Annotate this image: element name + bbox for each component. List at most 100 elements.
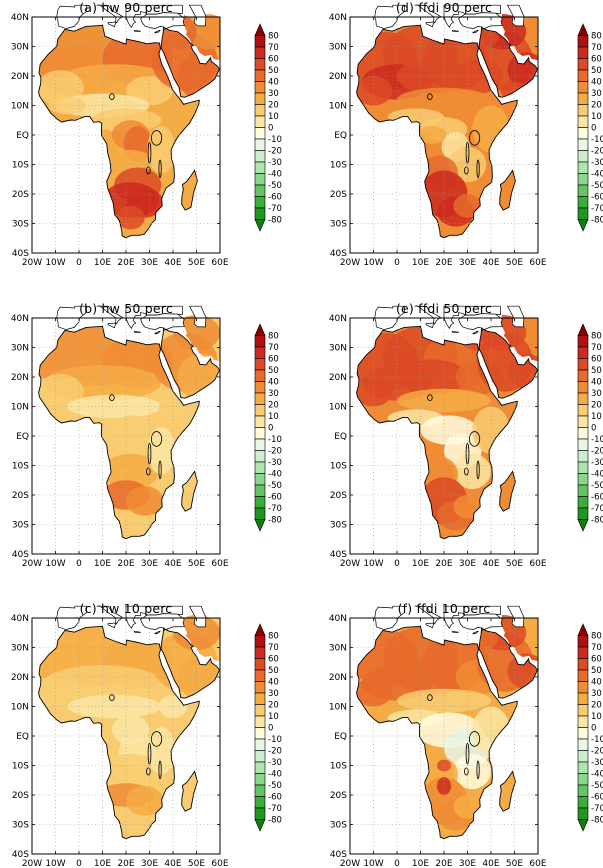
lat-tick-label: 10N: [329, 403, 347, 413]
coastline: [125, 305, 183, 329]
lat-tick-label: 30S: [330, 521, 347, 531]
lat-tick-label: 20N: [11, 673, 29, 683]
colorbar-label: 0: [268, 124, 273, 134]
colorbar-arrow-top: [577, 623, 589, 636]
coastline: [451, 29, 459, 33]
lake-outline: [146, 767, 151, 776]
colorbar-segment: [577, 727, 589, 740]
field-blob: [67, 394, 162, 419]
lat-tick-label: 20S: [12, 190, 29, 200]
colorbar-label: -80: [591, 816, 603, 826]
lake-outline: [476, 159, 480, 179]
colorbar-arrow-top: [577, 323, 589, 336]
lat-tick-label: EQ: [334, 732, 347, 742]
colorbar-label: -30: [268, 758, 282, 768]
coastline: [107, 322, 117, 329]
colorbar-label: 70: [268, 43, 279, 53]
colorbar-label: -50: [268, 781, 282, 791]
colorbar-arrow-top: [254, 323, 266, 336]
lon-tick-label: 10W: [45, 258, 65, 268]
lat-tick-label: 30N: [11, 644, 29, 654]
lat-tick-label: 10N: [329, 102, 347, 112]
colorbar-segment: [254, 127, 266, 140]
colorbar-segment: [577, 81, 589, 94]
colorbar-segment: [254, 58, 266, 71]
lat-tick-label: 20N: [11, 72, 29, 82]
lat-tick-label: EQ: [16, 732, 29, 742]
colorbar-label: 20: [591, 701, 602, 711]
lon-tick-label: 0: [76, 859, 82, 868]
colorbar-label: 70: [591, 643, 602, 653]
lake-outline: [465, 742, 470, 765]
colorbar-label: 50: [591, 666, 602, 676]
lat-tick-label: 10S: [12, 762, 29, 772]
colorbar-label: 10: [268, 712, 279, 722]
colorbar-label: 30: [268, 689, 279, 699]
colorbar-segment: [254, 115, 266, 128]
colorbar-segment: [254, 381, 266, 394]
lake-outline: [109, 93, 115, 101]
colorbar-segment: [254, 438, 266, 451]
coastline: [107, 622, 117, 629]
colorbar-label: -30: [268, 158, 282, 168]
coastline: [356, 24, 518, 239]
colorbar-label: -50: [268, 481, 282, 491]
lat-tick-label: 20N: [329, 373, 347, 383]
lon-tick-label: 30E: [459, 258, 476, 268]
coastline: [356, 625, 518, 840]
colorbar-segment: [254, 104, 266, 117]
colorbar-segment: [577, 415, 589, 428]
lake-outline: [468, 130, 481, 146]
colorbar-segment: [577, 92, 589, 105]
colorbar-label: 60: [268, 55, 279, 65]
colorbar-segment: [577, 473, 589, 486]
colorbar-arrow-bottom: [254, 819, 266, 832]
colorbar-segment: [254, 404, 266, 417]
coastline: [499, 470, 516, 512]
colorbar-segment: [254, 69, 266, 82]
lon-tick-label: 10W: [363, 559, 383, 569]
colorbar-label: 0: [591, 124, 596, 134]
lat-tick-label: 30S: [12, 821, 29, 831]
colorbar-label: -70: [268, 504, 282, 514]
lat-tick-label: 20N: [11, 373, 29, 383]
field-blob: [102, 453, 159, 490]
colorbar-segment: [577, 392, 589, 405]
lat-tick-label: 10S: [12, 161, 29, 171]
colorbar-segment: [577, 161, 589, 174]
lat-tick-label: 30S: [12, 521, 29, 531]
lat-tick-label: 20N: [329, 673, 347, 683]
colorbar-segment: [254, 427, 266, 440]
lon-tick-label: 20W: [22, 258, 42, 268]
lake-outline: [146, 467, 151, 476]
colorbar-label: 0: [591, 724, 596, 734]
colorbar-segment: [254, 681, 266, 694]
colorbar-label: 40: [268, 78, 279, 88]
coastline: [425, 622, 435, 629]
lon-tick-label: 10E: [412, 258, 429, 268]
colorbar-segment: [254, 461, 266, 474]
lake-outline: [150, 731, 163, 747]
colorbar-label: -40: [591, 770, 603, 780]
colorbar-label: 80: [591, 332, 602, 342]
lake-outline: [150, 130, 163, 146]
colorbar-label: -10: [591, 735, 603, 745]
colorbar-label: -40: [268, 470, 282, 480]
colorbar-segment: [577, 184, 589, 197]
coastline: [414, 605, 442, 625]
lon-tick-label: 40E: [164, 859, 181, 868]
colorbar-arrow-bottom: [577, 219, 589, 232]
coastline: [443, 4, 501, 28]
colorbar-label: 40: [591, 78, 602, 88]
colorbar-segment: [254, 196, 266, 209]
colorbar-label: 30: [591, 689, 602, 699]
coastline: [181, 470, 198, 512]
colorbar-segment: [577, 369, 589, 382]
coastline: [499, 169, 516, 211]
lon-tick-label: 60E: [211, 258, 228, 268]
lat-tick-label: 40S: [12, 249, 29, 259]
lake-outline: [464, 166, 469, 175]
